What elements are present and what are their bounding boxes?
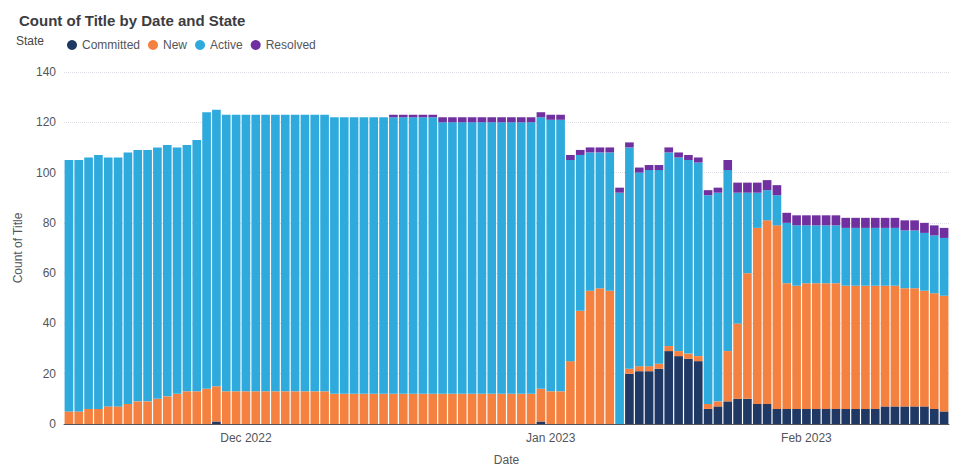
svg-text:20: 20 <box>43 367 57 381</box>
svg-text:140: 140 <box>36 65 56 79</box>
svg-text:Count of Title by Date and Sta: Count of Title by Date and State <box>19 12 245 29</box>
svg-text:80: 80 <box>43 216 57 230</box>
svg-text:Count of Title: Count of Title <box>11 212 25 283</box>
svg-text:60: 60 <box>43 266 57 280</box>
svg-text:Committed: Committed <box>82 38 140 52</box>
svg-text:Active: Active <box>210 38 243 52</box>
svg-text:100: 100 <box>36 166 56 180</box>
svg-text:0: 0 <box>49 417 56 431</box>
svg-text:Date: Date <box>494 453 520 467</box>
svg-text:120: 120 <box>36 115 56 129</box>
svg-text:New: New <box>163 38 187 52</box>
svg-text:Jan 2023: Jan 2023 <box>526 431 576 445</box>
svg-text:Dec 2022: Dec 2022 <box>220 431 272 445</box>
svg-text:Resolved: Resolved <box>266 38 316 52</box>
svg-text:State: State <box>16 34 44 48</box>
svg-text:Feb 2023: Feb 2023 <box>781 431 832 445</box>
svg-text:40: 40 <box>43 316 57 330</box>
